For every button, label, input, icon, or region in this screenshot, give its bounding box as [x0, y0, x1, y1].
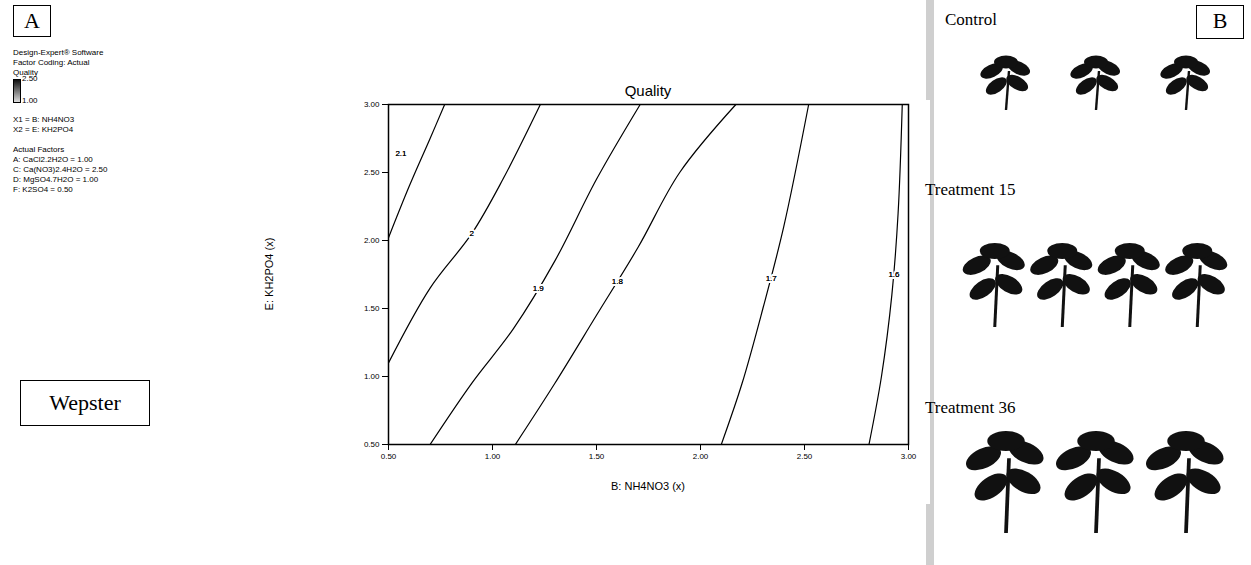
html-text:B: B [1212, 8, 1228, 33]
svg-text:1.50: 1.50 [364, 304, 380, 313]
svg-text:1.9: 1.9 [533, 284, 545, 293]
svg-text:0.50: 0.50 [381, 452, 397, 461]
svg-text:1.00: 1.00 [485, 452, 501, 461]
html-text:A: A [24, 8, 40, 33]
html-text:E: KH2PO4 (x): E: KH2PO4 (x) [263, 237, 275, 311]
html-text:Factor Coding: Actual: Factor Coding: Actual [13, 58, 90, 67]
svg-text:1.7: 1.7 [766, 274, 778, 283]
svg-text:2.1: 2.1 [395, 149, 407, 158]
html-text:Quality: Quality [13, 68, 38, 77]
svg-text:2: 2 [469, 229, 474, 238]
html-text:A: CaCl2.2H2O = 1.00: A: CaCl2.2H2O = 1.00 [13, 155, 93, 164]
html-text:Control: Control [945, 10, 997, 29]
html-text:Quality: Quality [624, 82, 672, 99]
svg-text:2.00: 2.00 [364, 236, 380, 245]
svg-text:1.6: 1.6 [888, 270, 900, 279]
html-text:2.50: 2.50 [22, 74, 38, 83]
svg-text:2: 2 [469, 229, 474, 238]
html-text:D: MgSO4.7H2O = 1.00: D: MgSO4.7H2O = 1.00 [13, 175, 99, 184]
html-text:Treatment 36: Treatment 36 [925, 398, 1016, 417]
html-text:Actual Factors: Actual Factors [13, 145, 65, 154]
svg-text:2.00: 2.00 [693, 452, 709, 461]
html-text:F: K2SO4 = 0.50: F: K2SO4 = 0.50 [13, 185, 73, 194]
svg-text:2.50: 2.50 [797, 452, 813, 461]
svg-text:2.50: 2.50 [364, 168, 380, 177]
svg-text:1.6: 1.6 [888, 270, 900, 279]
html-text:X2 = E: KH2PO4: X2 = E: KH2PO4 [13, 125, 74, 134]
svg-text:2.1: 2.1 [395, 149, 407, 158]
svg-text:0.50: 0.50 [364, 440, 380, 449]
svg-text:1.50: 1.50 [589, 452, 605, 461]
svg-text:3.00: 3.00 [901, 452, 917, 461]
html-text:Treatment 15: Treatment 15 [925, 180, 1016, 199]
html-text:Wepster: Wepster [49, 390, 121, 415]
html-text:1.00: 1.00 [22, 96, 38, 105]
svg-text:1.8: 1.8 [612, 277, 624, 286]
html-text:B: NH4NO3 (x): B: NH4NO3 (x) [611, 480, 685, 492]
html-text:Design-Expert® Software: Design-Expert® Software [13, 48, 104, 57]
svg-text:1.8: 1.8 [612, 277, 624, 286]
svg-text:1.9: 1.9 [533, 284, 545, 293]
svg-text:1.00: 1.00 [364, 372, 380, 381]
html-text:C: Ca(NO3)2.4H2O = 2.50: C: Ca(NO3)2.4H2O = 2.50 [13, 165, 108, 174]
svg-text:3.00: 3.00 [364, 100, 380, 109]
html-text:X1 = B: NH4NO3: X1 = B: NH4NO3 [13, 115, 75, 124]
svg-text:1.7: 1.7 [766, 274, 778, 283]
